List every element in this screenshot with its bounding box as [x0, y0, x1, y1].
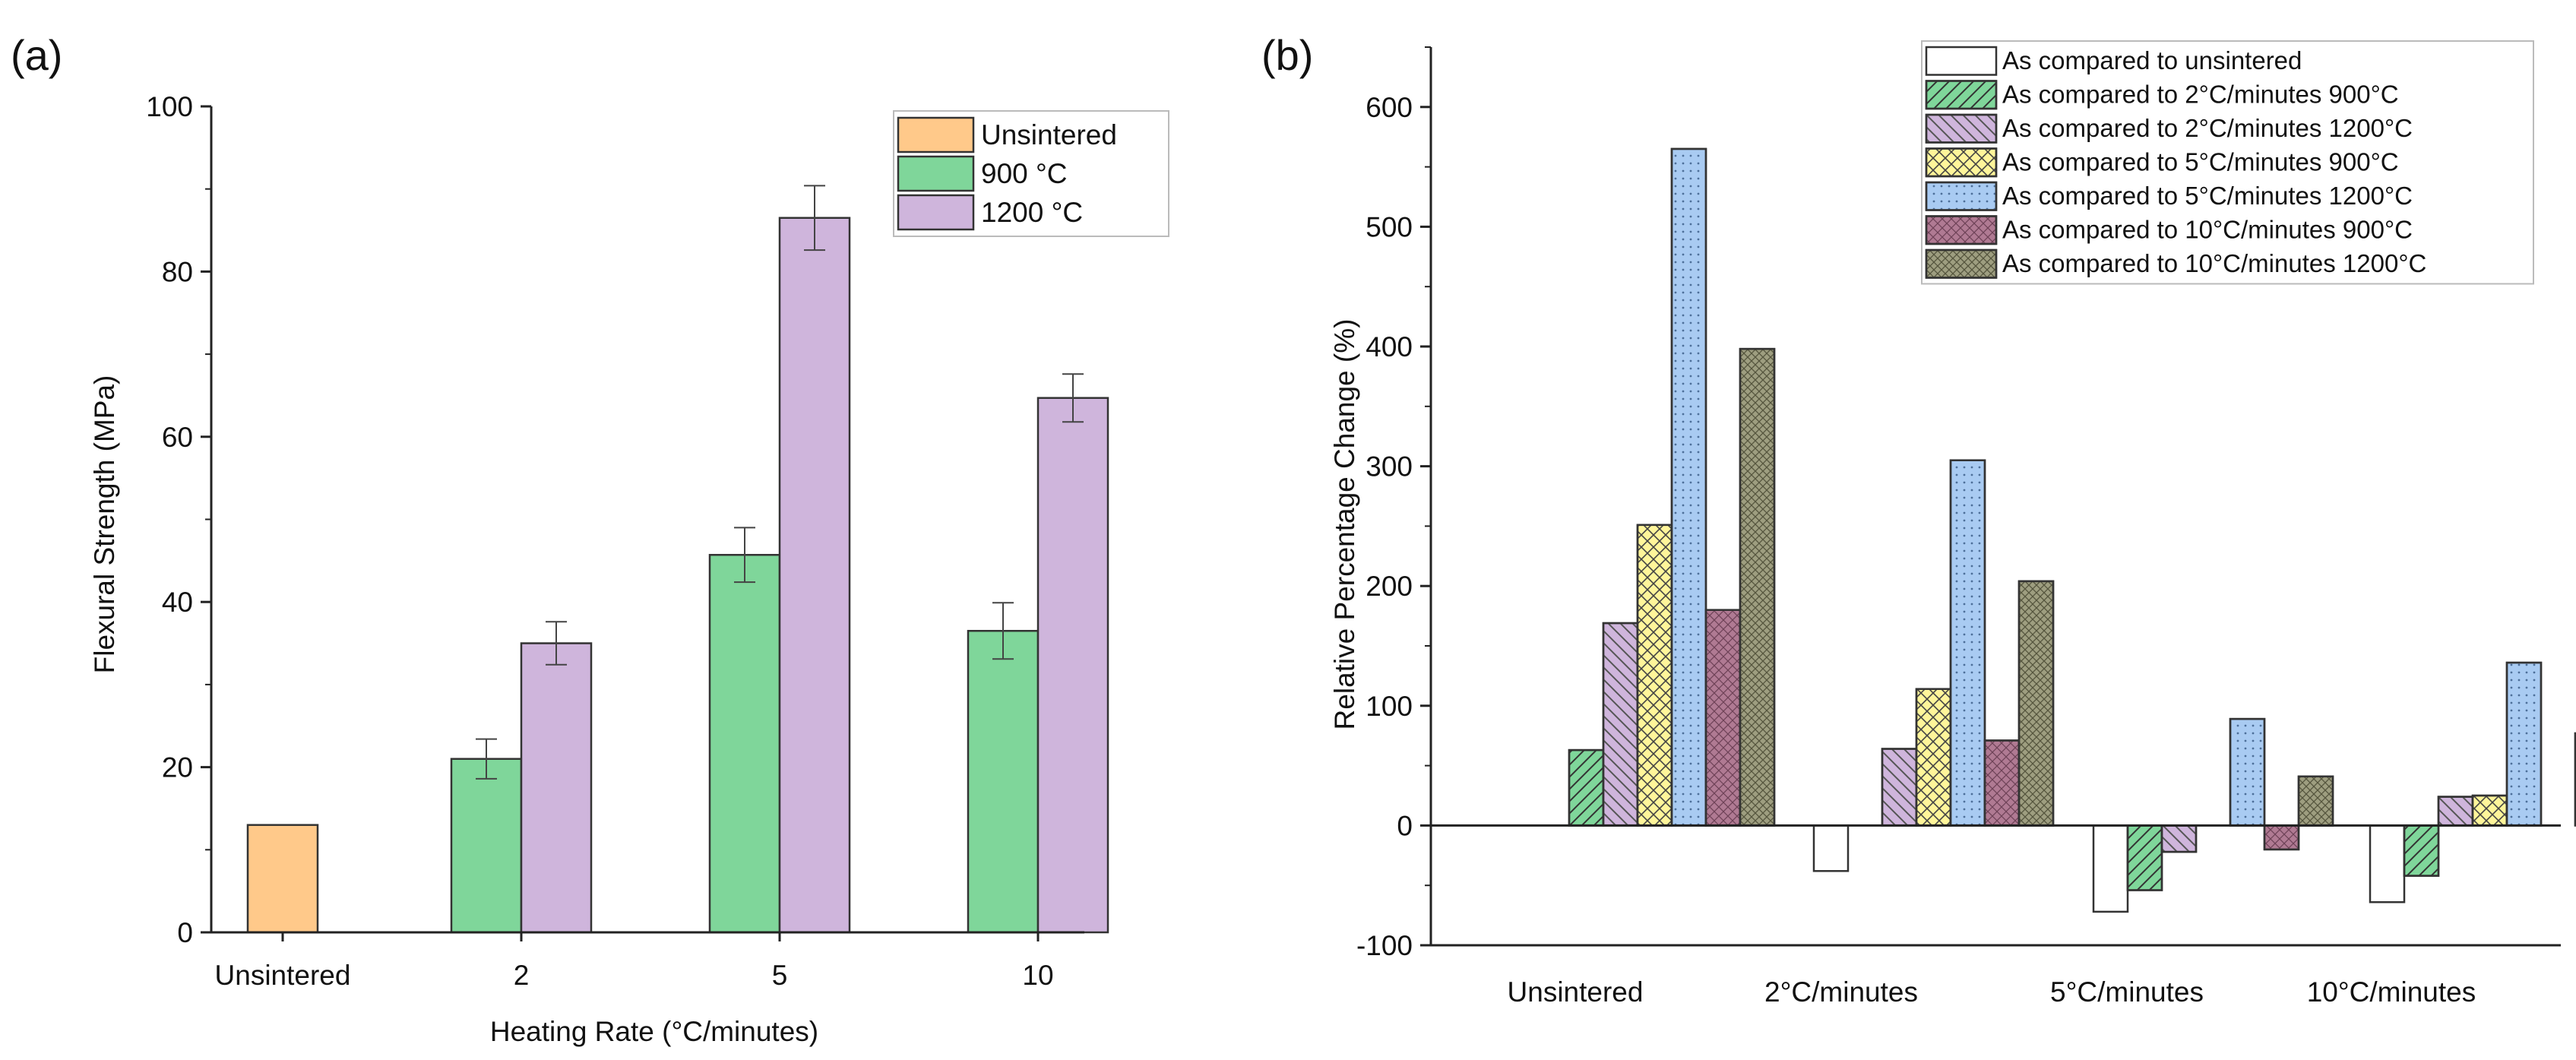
bar-group — [246, 217, 1109, 934]
y-tick-label: 60 — [162, 422, 193, 453]
y-tick-label: 200 — [1366, 571, 1413, 602]
bar-pattern — [1704, 609, 1742, 827]
y-tick-label: 20 — [162, 752, 193, 783]
bar-pattern — [2471, 794, 2508, 827]
y-tick-label: 0 — [177, 917, 193, 948]
legend-box — [1921, 40, 2534, 285]
bar-pattern — [2297, 775, 2334, 827]
panel-a-chart: (a) Flexural Strength (MPa) Heating Rate… — [11, 31, 1169, 1047]
legend-swatch-pattern — [1925, 147, 1998, 178]
bar-pattern — [2229, 717, 2266, 827]
y-tick-label: 100 — [1366, 691, 1413, 722]
x-tick-label: 2 — [514, 960, 530, 991]
bar-pattern — [1881, 748, 1918, 827]
bar — [1812, 824, 1850, 872]
bar-pattern — [2017, 580, 2055, 827]
y-tick-label: 0 — [1397, 810, 1413, 841]
y-tick-label: 100 — [146, 91, 193, 122]
legend-swatch — [897, 116, 975, 153]
legend-label: As compared to 10°C/minutes 1200°C — [2002, 249, 2426, 277]
legend-label: As compared to 10°C/minutes 900°C — [2002, 216, 2413, 244]
error-bars — [476, 185, 1084, 780]
bar-pattern — [1983, 739, 2021, 827]
legend-label: 1200 °C — [981, 197, 1083, 228]
bar-pattern — [1670, 147, 1707, 827]
legend-label: As compared to 2°C/minutes 1200°C — [2002, 114, 2413, 142]
y-axis-label: Relative Percentage Change (%) — [1329, 319, 1360, 730]
y-tick-label: 500 — [1366, 211, 1413, 242]
bar — [246, 824, 319, 934]
bar-pattern — [2263, 824, 2300, 851]
legend-label: As compared to unsintered — [2002, 46, 2302, 74]
legend: Unsintered 900 °C 1200 °C — [893, 110, 1169, 237]
legend-swatch — [1925, 46, 1998, 76]
y-tick-label: 80 — [162, 256, 193, 287]
bar-pattern — [1568, 748, 1605, 827]
bar-pattern — [2505, 661, 2543, 827]
legend-label: As compared to 5°C/minutes 1200°C — [2002, 182, 2413, 210]
panel-b-label: (b) — [1261, 31, 1313, 79]
y-tick-label: 40 — [162, 587, 193, 618]
panel-a-label: (a) — [11, 31, 62, 79]
bar — [2369, 824, 2406, 903]
bar — [778, 217, 851, 934]
legend-swatch-pattern — [1925, 113, 1998, 144]
bar-pattern — [1602, 622, 1639, 827]
bar — [450, 758, 523, 934]
x-tick-label: 2°C/minutes — [1764, 976, 1918, 1008]
legend-label: As compared to 2°C/minutes 900°C — [2002, 81, 2399, 109]
legend-swatch-pattern — [1925, 248, 1998, 279]
legend-label: 900 °C — [981, 158, 1068, 189]
x-axis-label: Heating Rate (°C/minutes) — [490, 1016, 818, 1047]
legend-swatch-pattern — [1925, 181, 1998, 211]
axes: 0 20 40 60 80 100 Unsintered 2 5 10 — [146, 91, 1084, 991]
y-tick-label: 300 — [1366, 451, 1413, 483]
y-tick-label: 600 — [1366, 92, 1413, 123]
legend: As compared to unsintered As compared to … — [1921, 40, 2534, 285]
legend-swatch — [897, 194, 975, 231]
y-tick-label: 400 — [1366, 331, 1413, 362]
axes: -100 0 100 200 300 400 500 600 Unsintered 2°C/min… — [1356, 46, 2561, 1008]
bar-pattern — [1739, 347, 1776, 827]
legend-swatch — [897, 155, 975, 192]
y-axis-label: Flexural Strength (MPa) — [89, 375, 120, 674]
legend-label: Unsintered — [981, 119, 1117, 150]
legend-swatch-pattern — [1925, 80, 1998, 110]
bar-pattern — [1949, 459, 1986, 827]
bar-pattern — [2437, 796, 2474, 827]
bar — [708, 553, 781, 934]
x-tick-label: 5°C/minutes — [2050, 976, 2204, 1008]
legend-label: As compared to 5°C/minutes 900°C — [2002, 148, 2399, 176]
x-tick-label: Unsintered — [215, 960, 351, 991]
bar — [2092, 824, 2129, 913]
x-tick-label: 5 — [772, 960, 788, 991]
y-tick-label: -100 — [1356, 930, 1413, 961]
x-tick-label: Unsintered — [1508, 976, 1644, 1008]
bar-pattern — [2126, 824, 2163, 891]
bar-group — [1568, 147, 2576, 913]
bar-pattern — [1915, 688, 1952, 827]
legend-swatch-pattern — [1925, 215, 1998, 245]
x-tick-label: 10 — [1022, 960, 1053, 991]
bar — [520, 642, 593, 934]
panel-b-chart: (b) Relative Percentage Change (%) -100 0… — [1261, 31, 2576, 1008]
bar-pattern — [2403, 824, 2440, 877]
bar — [1036, 397, 1109, 934]
bar-pattern — [2160, 824, 2198, 853]
bar — [967, 629, 1040, 934]
bar-pattern — [1636, 524, 1673, 827]
x-tick-label: 10°C/minutes — [2307, 976, 2476, 1008]
